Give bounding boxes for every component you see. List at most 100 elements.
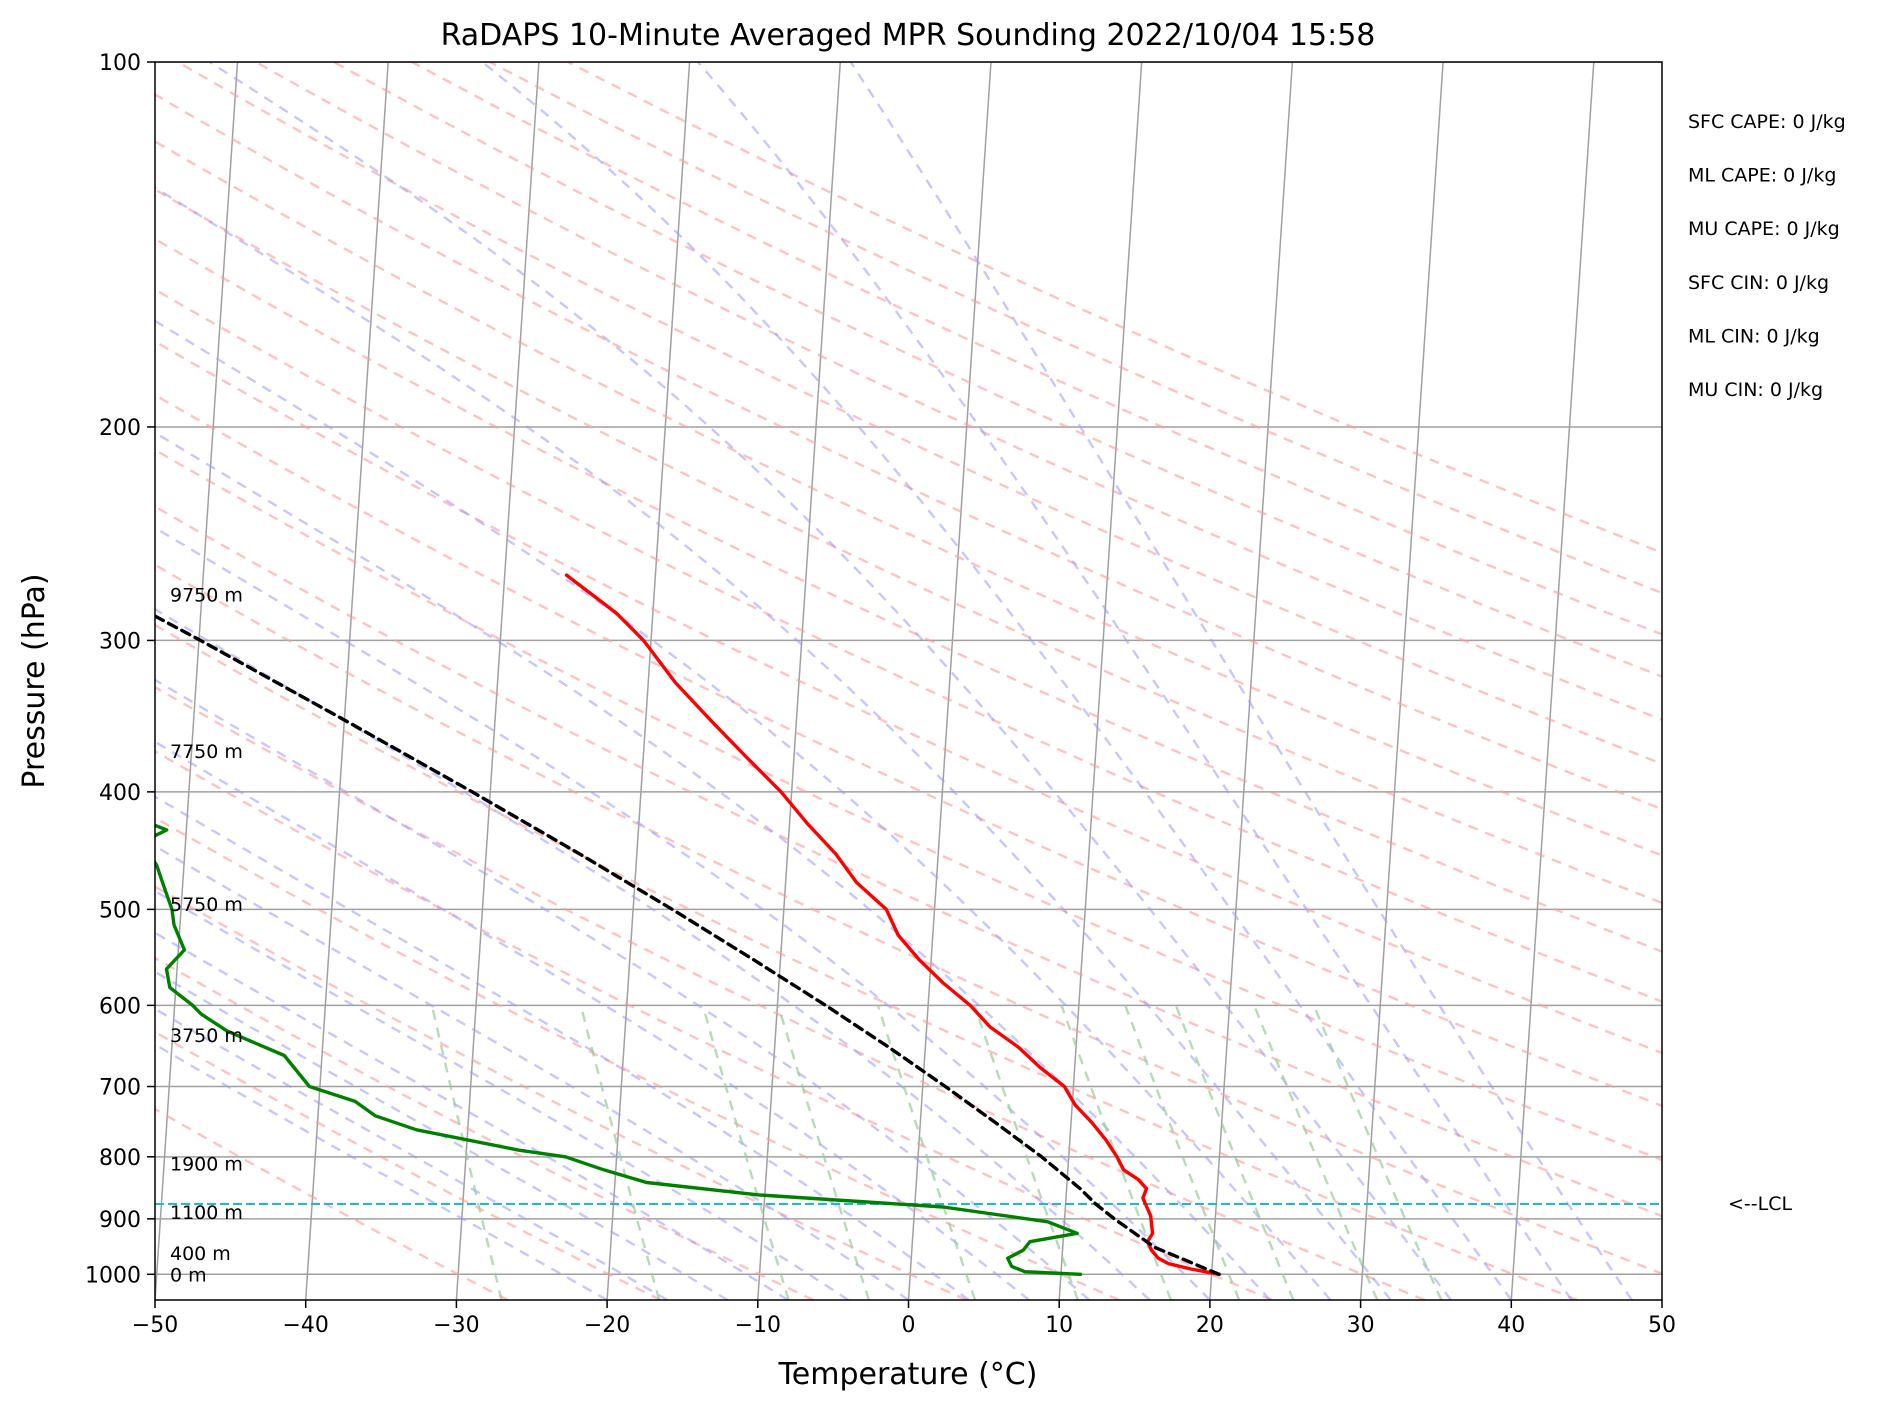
lcl-label: <--LCL	[1728, 1193, 1792, 1215]
temperature-profile-line	[564, 573, 1221, 1277]
moist-adiabat-line	[696, 62, 1573, 1300]
dry-adiabat-line	[155, 340, 1662, 1055]
y-axis-title: Pressure (hPa)	[17, 573, 52, 788]
dry-adiabat-line	[155, 956, 815, 1300]
height-label: 0 m	[170, 1264, 207, 1286]
y-tick-label: 200	[99, 416, 141, 441]
mixing-ratio-line	[701, 1005, 790, 1300]
dry-adiabat-line	[489, 62, 1662, 595]
index-label: SFC CAPE: 0 J/kg	[1688, 111, 1846, 133]
dry-adiabat-line	[155, 93, 1662, 811]
isotherm-line	[1058, 62, 1143, 1300]
x-tick-label: 10	[1045, 1313, 1073, 1338]
dry-adiabat-line	[155, 188, 1662, 905]
y-tick-label: 600	[99, 994, 141, 1019]
x-tick-label: 0	[902, 1313, 916, 1338]
mixing-ratio-line	[1124, 1004, 1241, 1300]
moist-adiabat-line	[155, 526, 1211, 1300]
moist-adiabat-line	[155, 889, 849, 1300]
moist-adiabat-line	[155, 844, 910, 1300]
isotherm-line	[1209, 62, 1294, 1300]
y-tick-label: 400	[99, 781, 141, 806]
isotherm-line	[304, 62, 389, 1300]
chart-title: RaDAPS 10-Minute Averaged MPR Sounding 2…	[441, 18, 1376, 53]
isotherm-line	[1661, 1288, 1662, 1300]
x-tick-label: −40	[282, 1313, 328, 1338]
y-tick-label: 900	[99, 1208, 141, 1233]
moist-adiabat-line	[155, 931, 789, 1300]
y-tick-label: 500	[99, 898, 141, 923]
mixing-ratio-line	[1060, 1004, 1173, 1300]
moist-adiabat-line	[155, 678, 1091, 1300]
moist-adiabat-line	[155, 970, 729, 1300]
y-tick-label: 700	[99, 1076, 141, 1101]
x-tick-label: 40	[1497, 1313, 1525, 1338]
dry-adiabat-line	[155, 505, 1662, 1218]
moist-adiabat-line	[155, 319, 1332, 1300]
y-tick-label: 800	[99, 1146, 141, 1171]
x-tick-label: 30	[1347, 1313, 1375, 1338]
dry-adiabat-line	[155, 685, 1426, 1300]
moist-adiabat-line	[155, 431, 1272, 1300]
isotherm-line	[606, 62, 691, 1300]
dry-adiabat-line	[255, 62, 1662, 722]
series-layer	[155, 573, 1221, 1277]
isotherm-line	[455, 62, 540, 1300]
isotherm-line	[1359, 62, 1444, 1300]
height-label: 1900 m	[170, 1153, 243, 1175]
index-label: MU CAPE: 0 J/kg	[1688, 218, 1840, 240]
x-axis: −50 −40 −30 −20 −10 0 10 20 30 40 50	[132, 1300, 1676, 1338]
height-label: 7750 m	[170, 741, 243, 763]
moist-adiabat-line	[208, 62, 1452, 1300]
dewpoint-profile-line	[155, 823, 1083, 1277]
dry-adiabat-line	[155, 288, 1662, 1003]
index-label: SFC CIN: 0 J/kg	[1688, 272, 1829, 294]
moist-adiabat-line	[155, 740, 1030, 1300]
dry-adiabat-line	[567, 62, 1662, 554]
x-axis-title: Temperature (°C)	[778, 1357, 1038, 1392]
x-tick-label: −50	[132, 1313, 178, 1338]
moist-adiabat-line	[481, 62, 1513, 1300]
grid-layer	[155, 62, 1662, 1300]
mixing-ratio-line	[1174, 1004, 1295, 1300]
isotherm-line	[907, 62, 992, 1300]
plot-frame	[154, 61, 1663, 1301]
height-label: 1100 m	[170, 1202, 243, 1224]
dry-adiabat-line	[155, 237, 1662, 953]
dry-adiabat-line	[155, 1107, 509, 1300]
moist-adiabat-line	[155, 1007, 669, 1300]
x-tick-label: 50	[1648, 1313, 1676, 1338]
moist-adiabat-line	[155, 607, 1151, 1300]
x-tick-label: 20	[1196, 1313, 1224, 1338]
dry-adiabat-line	[155, 563, 1662, 1275]
moist-adiabat-line	[849, 62, 1633, 1300]
index-label: ML CIN: 0 J/kg	[1688, 325, 1820, 347]
x-tick-label: −20	[584, 1313, 630, 1338]
y-tick-label: 100	[99, 51, 141, 76]
dry-adiabat-line	[155, 885, 967, 1300]
dry-adiabat-line	[155, 749, 1273, 1300]
index-label: ML CAPE: 0 J/kg	[1688, 165, 1836, 187]
mixing-ratio-line	[1253, 1004, 1379, 1300]
height-label: 3750 m	[170, 1025, 243, 1047]
height-label: 9750 m	[170, 585, 243, 607]
y-axis: 100 200 300 400 500 600 700 800 900 1000	[85, 51, 155, 1288]
isotherm-line	[155, 62, 239, 1300]
mixing-ratio-line	[777, 1005, 871, 1300]
mixing-ratio-line	[430, 1005, 503, 1300]
x-tick-label: −10	[735, 1313, 781, 1338]
mixing-ratio-line	[973, 1005, 1080, 1300]
dry-adiabat-line	[155, 393, 1662, 1108]
mixing-ratio-line	[579, 1005, 661, 1300]
x-tick-label: −30	[433, 1313, 479, 1338]
moist-adiabat-line	[155, 186, 1392, 1300]
dry-adiabat-line	[333, 62, 1662, 678]
dry-adiabat-line	[155, 448, 1662, 1162]
dry-adiabat-line	[177, 62, 1662, 766]
y-tick-label: 1000	[85, 1263, 141, 1288]
moist-adiabat-line	[155, 795, 970, 1300]
y-tick-label: 300	[99, 629, 141, 654]
parcel-profile-line	[155, 614, 1221, 1277]
